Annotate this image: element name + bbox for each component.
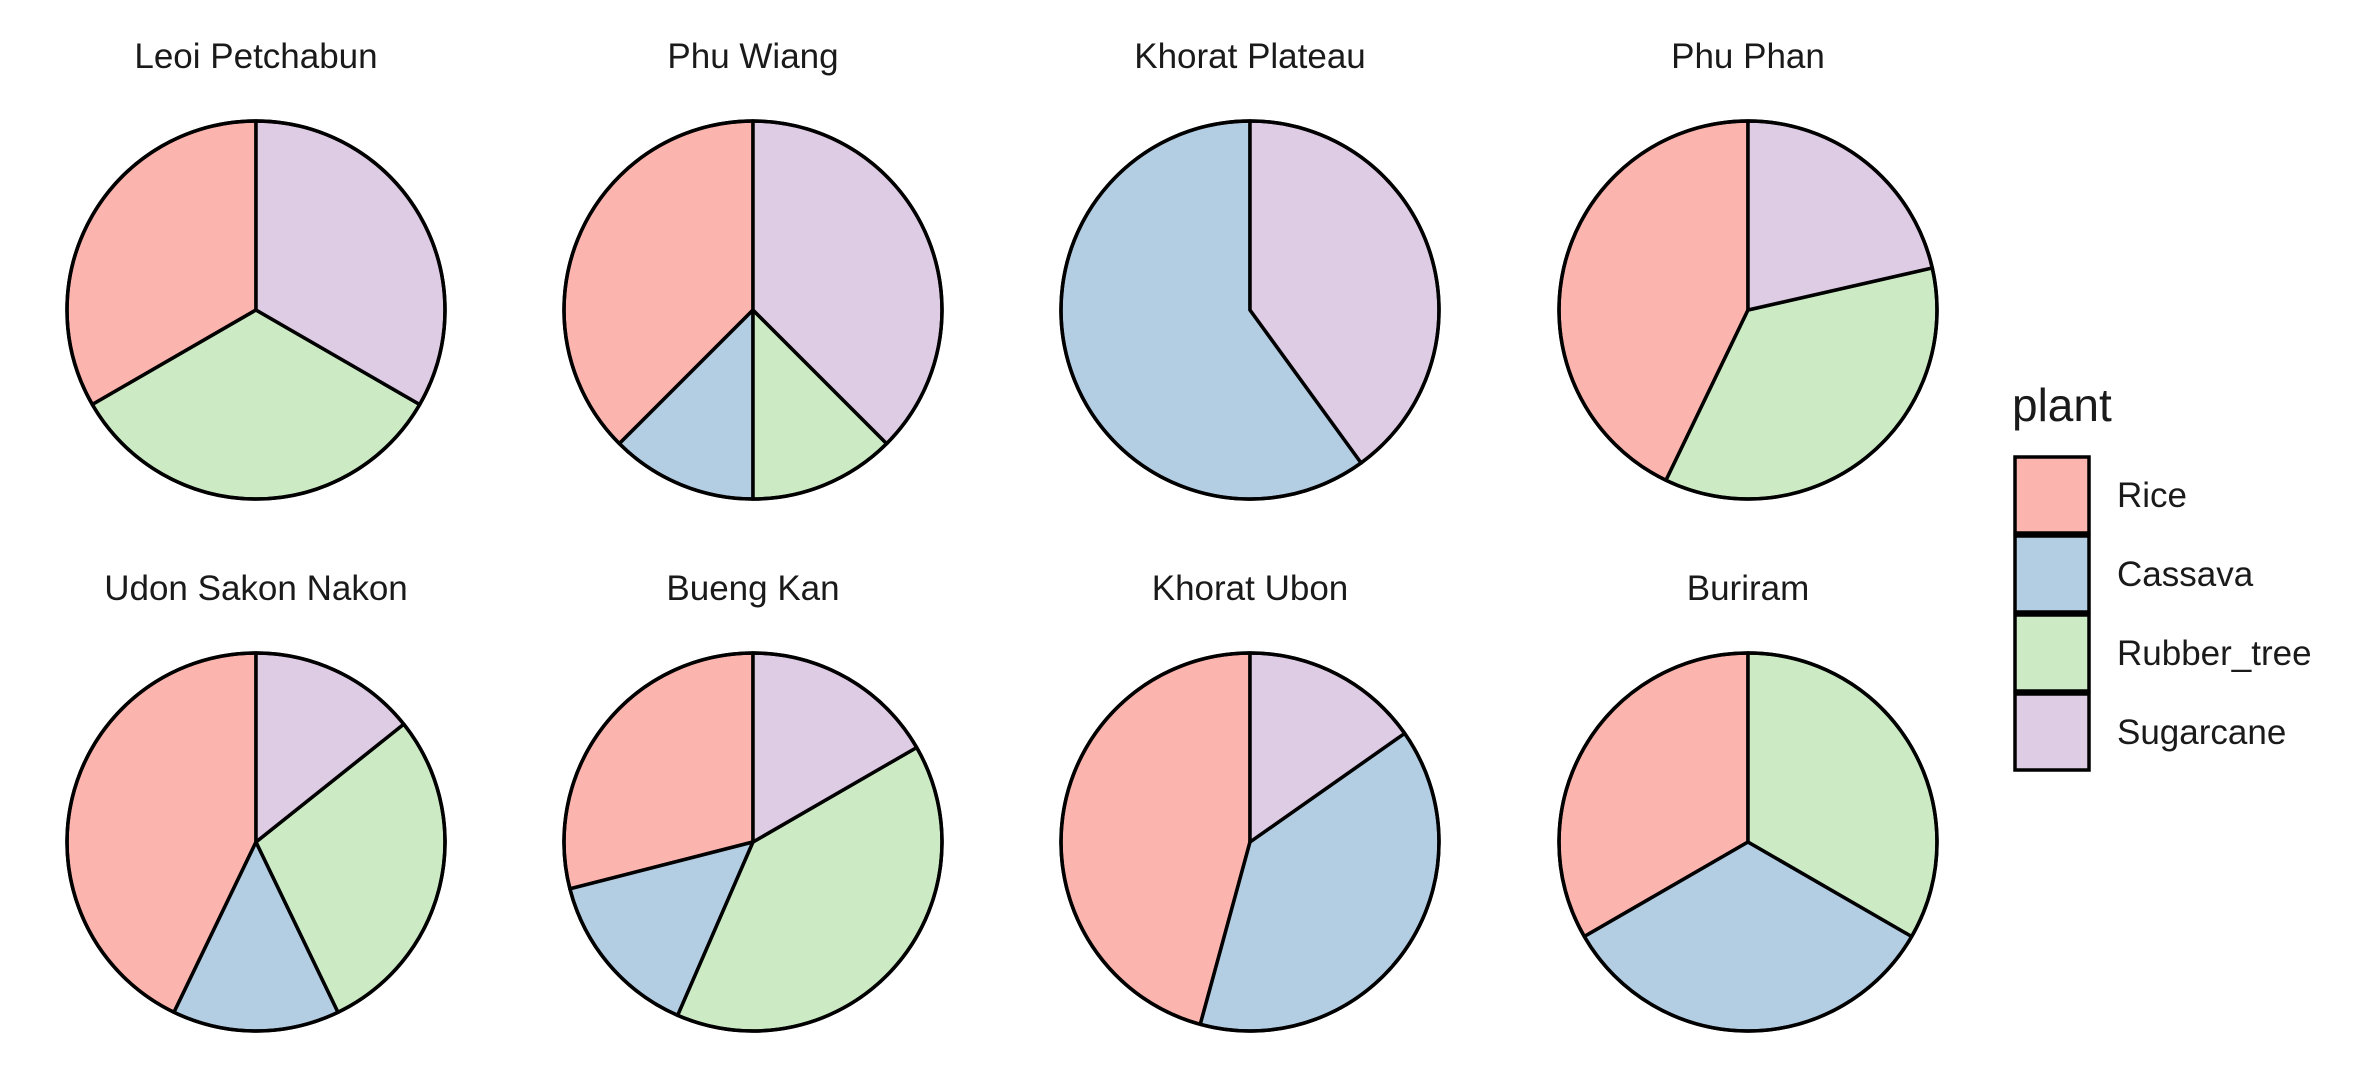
pie-outline <box>65 119 447 501</box>
pie-outline <box>562 119 944 501</box>
pie-outline <box>1059 119 1441 501</box>
legend-item-cassava: Cassava <box>2013 534 2254 614</box>
facet-title: Leoi Petchabun <box>134 37 377 76</box>
legend-items: Rice Cassava Rubber_tree Sugarcane <box>2013 455 2312 772</box>
facet-title: Phu Phan <box>1671 37 1825 76</box>
facet-panels: Leoi Petchabun Phu Wiang Khorat Plateau Phu… <box>65 37 1939 1033</box>
facet-bueng-kan: Bueng Kan <box>562 569 944 1033</box>
legend-swatch <box>2013 455 2091 535</box>
facet-title: Bueng Kan <box>666 569 839 608</box>
pie-outline <box>65 651 447 1033</box>
pie-outline <box>562 651 944 1033</box>
legend-swatch <box>2013 534 2091 614</box>
legend-title: plant <box>2012 379 2112 431</box>
legend-label: Cassava <box>2117 555 2254 594</box>
facet-title: Khorat Ubon <box>1152 569 1349 608</box>
facet-buriram: Buriram <box>1557 569 1939 1033</box>
facet-title: Khorat Plateau <box>1134 37 1366 76</box>
facet-khorat-plateau: Khorat Plateau <box>1059 37 1441 501</box>
pie-outline <box>1557 651 1939 1033</box>
facet-leoi-petchabun: Leoi Petchabun <box>65 37 447 501</box>
legend-item-rubber-tree: Rubber_tree <box>2013 613 2312 693</box>
legend-label: Rubber_tree <box>2117 634 2312 673</box>
facet-khorat-ubon: Khorat Ubon <box>1059 569 1441 1033</box>
facet-title: Phu Wiang <box>667 37 838 76</box>
facet-title: Udon Sakon Nakon <box>104 569 408 608</box>
legend-label: Rice <box>2117 476 2187 515</box>
legend: plant Rice Cassava Rubber_tree Sugarcane <box>2012 379 2312 772</box>
legend-item-rice: Rice <box>2013 455 2187 535</box>
legend-label: Sugarcane <box>2117 713 2286 752</box>
facet-title: Buriram <box>1687 569 1810 608</box>
pie-outline <box>1059 651 1441 1033</box>
legend-swatch <box>2013 613 2091 693</box>
pie-outline <box>1557 119 1939 501</box>
facet-udon-sakon-nakon: Udon Sakon Nakon <box>65 569 447 1033</box>
facet-phu-wiang: Phu Wiang <box>562 37 944 501</box>
facet-phu-phan: Phu Phan <box>1557 37 1939 501</box>
legend-swatch <box>2013 692 2091 772</box>
legend-item-sugarcane: Sugarcane <box>2013 692 2286 772</box>
